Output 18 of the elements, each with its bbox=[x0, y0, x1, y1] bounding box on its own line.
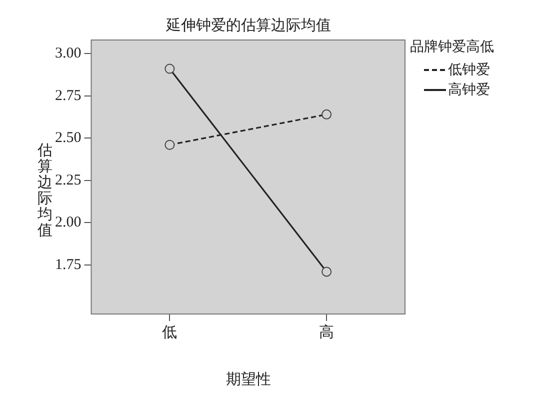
x-axis-title: 期望性 bbox=[225, 370, 272, 389]
y-tick-label: 2.75 bbox=[55, 88, 82, 104]
y-tick-label: 2.50 bbox=[55, 130, 82, 146]
x-tick-label: 高 bbox=[319, 324, 334, 341]
y-tick-label: 2.00 bbox=[55, 214, 82, 231]
point bbox=[164, 140, 175, 150]
legend-label: 低钟爱 bbox=[448, 61, 490, 79]
y-axis-title: 估算边际均值 bbox=[36, 141, 54, 239]
x-tick-label: 低 bbox=[162, 324, 178, 341]
y-tick-label: 3.00 bbox=[55, 45, 82, 62]
point bbox=[322, 266, 332, 277]
y-tick-label: 2.25 bbox=[55, 172, 82, 188]
point bbox=[164, 64, 175, 74]
legend-label: 高钟爱 bbox=[448, 81, 490, 99]
y-tick-label: 1.75 bbox=[55, 256, 82, 273]
legend-title: 品牌钟爱高低 bbox=[410, 38, 494, 56]
chart-title: 延伸钟爱的估算边际均值 bbox=[165, 16, 332, 35]
point bbox=[322, 109, 332, 120]
